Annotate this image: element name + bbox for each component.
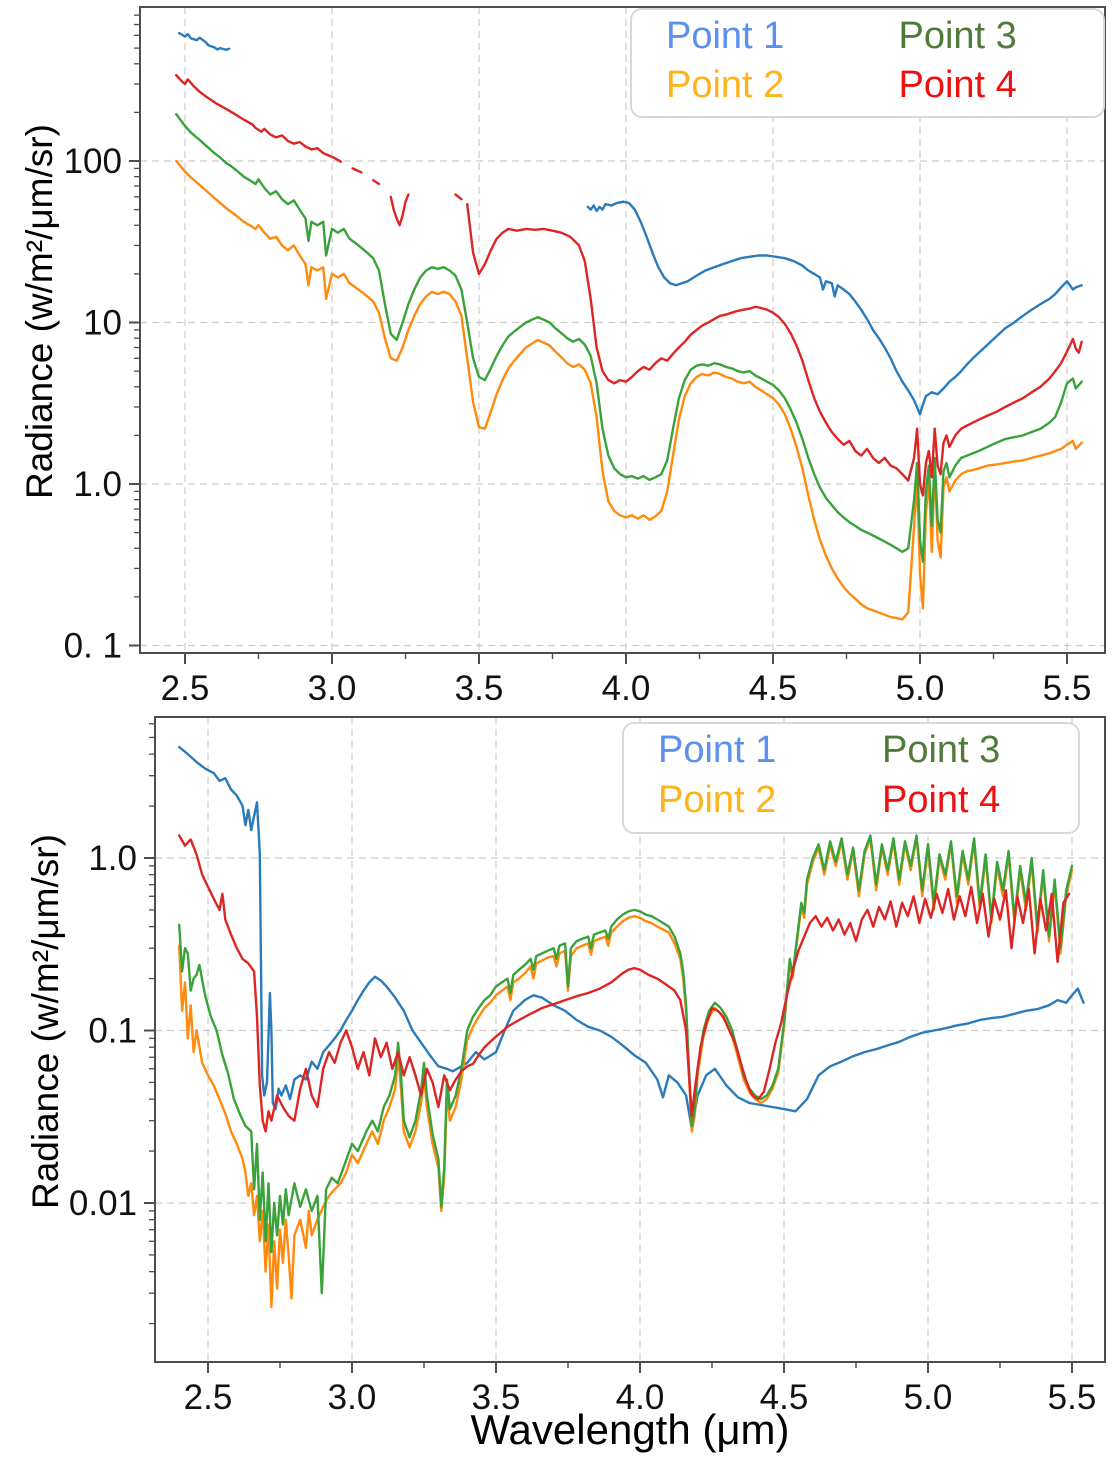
top-spectra-chart: 2.5 3.0 3.5 4.0 4.5 5.0 5.5 100 10 1.0 0. 1 Radian… bbox=[0, 0, 1113, 700]
series-point-1 bbox=[177, 31, 231, 51]
x-tick-label: 4.0 bbox=[602, 669, 651, 700]
series-point-1 bbox=[178, 745, 1085, 1130]
series-point-3 bbox=[178, 834, 1074, 1295]
y-tick-label: 0.01 bbox=[69, 1184, 137, 1223]
x-tick-label: 5.5 bbox=[1048, 1378, 1097, 1417]
x-tick-label: 4.0 bbox=[616, 1378, 665, 1417]
top-chart-canvas: 2.5 3.0 3.5 4.0 4.5 5.0 5.5 100 10 1.0 0. 1 bbox=[64, 6, 1106, 700]
y-tick-label: 0.1 bbox=[88, 1012, 137, 1051]
x-axis-label: Wavelength (μm) bbox=[470, 1406, 790, 1453]
legend-item-point-3: Point 3 bbox=[882, 729, 1001, 772]
bottom-spectra-chart: 2.5 3.0 3.5 4.0 4.5 5.0 5.5 1.0 0.1 0.01 Radiance… bbox=[0, 700, 1113, 1459]
series-point-4 bbox=[372, 179, 381, 186]
legend-item-point-4: Point 4 bbox=[898, 63, 1017, 106]
legend-item-point-2: Point 2 bbox=[666, 63, 785, 106]
series-point-3 bbox=[175, 113, 1083, 563]
y-tick-label: 0. 1 bbox=[64, 627, 122, 666]
x-tick-label: 5.5 bbox=[1043, 669, 1092, 700]
x-tick-label: 5.0 bbox=[904, 1378, 953, 1417]
top-y-axis-label: Radiance (w/m²/μm/sr) bbox=[19, 124, 60, 499]
legend-item-point-1: Point 1 bbox=[658, 729, 777, 772]
series-point-1 bbox=[586, 200, 1083, 416]
y-tick-label: 10 bbox=[83, 304, 122, 343]
x-tick-label: 4.5 bbox=[749, 669, 798, 700]
legend-item-point-4: Point 4 bbox=[882, 779, 1001, 822]
x-tick-label: 3.0 bbox=[308, 669, 357, 700]
x-tick-label: 4.5 bbox=[760, 1378, 809, 1417]
top-chart-legend: Point 1 Point 3 Point 2 Point 4 bbox=[630, 8, 1105, 118]
bottom-chart-legend: Point 1 Point 3 Point 2 Point 4 bbox=[622, 722, 1080, 834]
series-point-2 bbox=[178, 837, 1074, 1309]
series-point-2 bbox=[175, 159, 1083, 621]
legend-item-point-3: Point 3 bbox=[898, 14, 1017, 57]
series-point-4 bbox=[351, 167, 363, 174]
series-point-4 bbox=[175, 74, 342, 163]
bottom-chart-canvas: 2.5 3.0 3.5 4.0 4.5 5.0 5.5 1.0 0.1 0.01 bbox=[69, 716, 1106, 1417]
series-point-4 bbox=[466, 203, 1083, 497]
series-point-4 bbox=[178, 834, 1071, 1133]
y-tick-label: 1.0 bbox=[73, 465, 122, 504]
x-tick-label: 3.0 bbox=[328, 1378, 377, 1417]
y-tick-label: 100 bbox=[64, 142, 122, 181]
series-point-4 bbox=[454, 193, 463, 201]
x-tick-label: 5.0 bbox=[896, 669, 945, 700]
legend-item-point-2: Point 2 bbox=[658, 779, 777, 822]
series-point-4 bbox=[389, 193, 410, 227]
x-tick-label: 3.5 bbox=[472, 1378, 521, 1417]
legend-item-point-1: Point 1 bbox=[666, 14, 785, 57]
x-tick-label: 2.5 bbox=[161, 669, 210, 700]
plot-frame bbox=[154, 716, 1106, 1363]
x-tick-label: 2.5 bbox=[184, 1378, 233, 1417]
y-tick-label: 1.0 bbox=[88, 839, 137, 878]
bottom-y-axis-label: Radiance (w/m²/μm/sr) bbox=[25, 834, 66, 1209]
x-tick-label: 3.5 bbox=[455, 669, 504, 700]
